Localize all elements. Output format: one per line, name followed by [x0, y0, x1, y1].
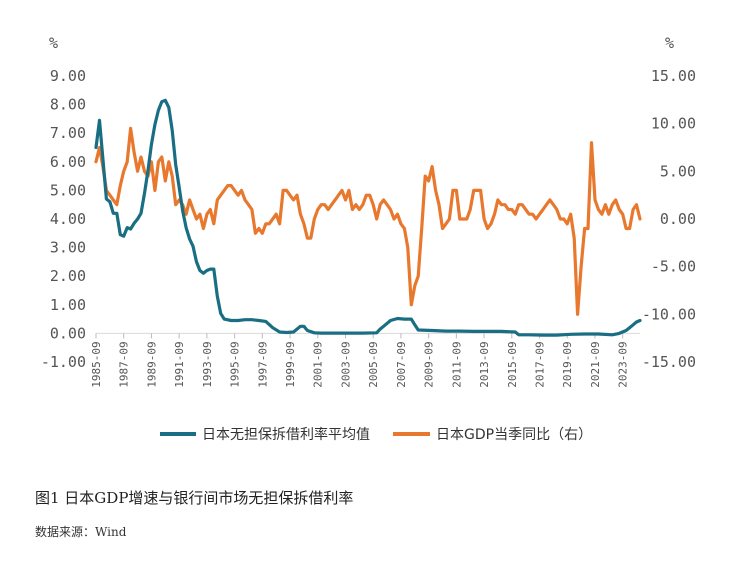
- right-tick-label: -5.00: [651, 258, 696, 276]
- right-axis-unit: %: [665, 34, 674, 52]
- right-tick-label: -15.00: [642, 353, 696, 371]
- x-tick-label: 2001-09: [312, 341, 325, 387]
- left-tick-label: 6.00: [50, 153, 86, 171]
- left-tick-label: 8.00: [50, 96, 86, 114]
- left-tick-label: 3.00: [50, 239, 86, 257]
- x-tick-label: 1999-09: [284, 341, 297, 387]
- left-tick-label: 9.00: [50, 67, 86, 85]
- x-tick-label: 2009-09: [423, 341, 436, 387]
- left-tick-label: 5.00: [50, 181, 86, 199]
- right-tick-label: 15.00: [651, 67, 696, 85]
- left-tick-label: -1.00: [41, 353, 86, 371]
- right-axis-ticks: 15.00 10.00 5.00 0.00 -5.00 -10.00 -15.00: [642, 67, 696, 371]
- left-axis-ticks: 9.00 8.00 7.00 6.00 5.00 4.00 3.00 2.00 1.00 0.00…: [41, 67, 86, 371]
- x-tick-label: 2023-09: [617, 341, 630, 387]
- x-tick-label: 1991-09: [173, 341, 186, 387]
- x-tick-label: 1989-09: [145, 341, 158, 387]
- x-tick-label: 2013-09: [478, 341, 491, 387]
- x-tick-label: 2019-09: [561, 341, 574, 387]
- series-line-interbank-rate: [94, 98, 642, 337]
- chart-svg: % % 9.00 8.00 7.00 6.00 5.00 4.00 3.00 2.00 1.00…: [41, 34, 696, 443]
- legend: 日本无担保拆借利率平均值 日本GDP当季同比（右）: [160, 426, 592, 443]
- data-source: 数据来源：Wind: [35, 525, 127, 539]
- right-tick-label: -10.00: [642, 305, 696, 323]
- x-tick-label: 1997-09: [256, 341, 269, 387]
- x-axis-ticks: 1985-09 1987-09 1989-09 1991-09 1993-09 1995-…: [90, 333, 630, 388]
- x-tick-label: 1995-09: [229, 341, 242, 387]
- x-tick-label: 1993-09: [201, 341, 214, 387]
- series-lines: [94, 98, 642, 337]
- series-line-gdp-yoy: [94, 126, 642, 316]
- x-tick-label: 2003-09: [339, 341, 352, 387]
- x-tick-label: 2005-09: [367, 341, 380, 387]
- left-axis-unit: %: [49, 34, 58, 52]
- right-tick-label: 10.00: [651, 115, 696, 133]
- x-tick-label: 2007-09: [395, 341, 408, 387]
- left-tick-label: 0.00: [50, 324, 86, 342]
- x-tick-label: 1985-09: [90, 341, 103, 387]
- x-tick-label: 2017-09: [534, 341, 547, 387]
- legend-label-gdp-yoy: 日本GDP当季同比（右）: [436, 427, 592, 443]
- x-tick-label: 2021-09: [589, 341, 602, 387]
- x-tick-label: 2015-09: [506, 341, 519, 387]
- left-tick-label: 7.00: [50, 124, 86, 142]
- right-tick-label: 5.00: [660, 162, 696, 180]
- left-tick-label: 2.00: [50, 267, 86, 285]
- left-tick-label: 4.00: [50, 210, 86, 228]
- legend-label-interbank-rate: 日本无担保拆借利率平均值: [202, 426, 370, 443]
- right-tick-label: 0.00: [660, 210, 696, 228]
- x-tick-label: 1987-09: [118, 341, 131, 387]
- figure-caption: 图1 日本GDP增速与银行间市场无担保拆借利率: [35, 489, 354, 507]
- left-tick-label: 1.00: [50, 296, 86, 314]
- x-tick-label: 2011-09: [450, 341, 463, 387]
